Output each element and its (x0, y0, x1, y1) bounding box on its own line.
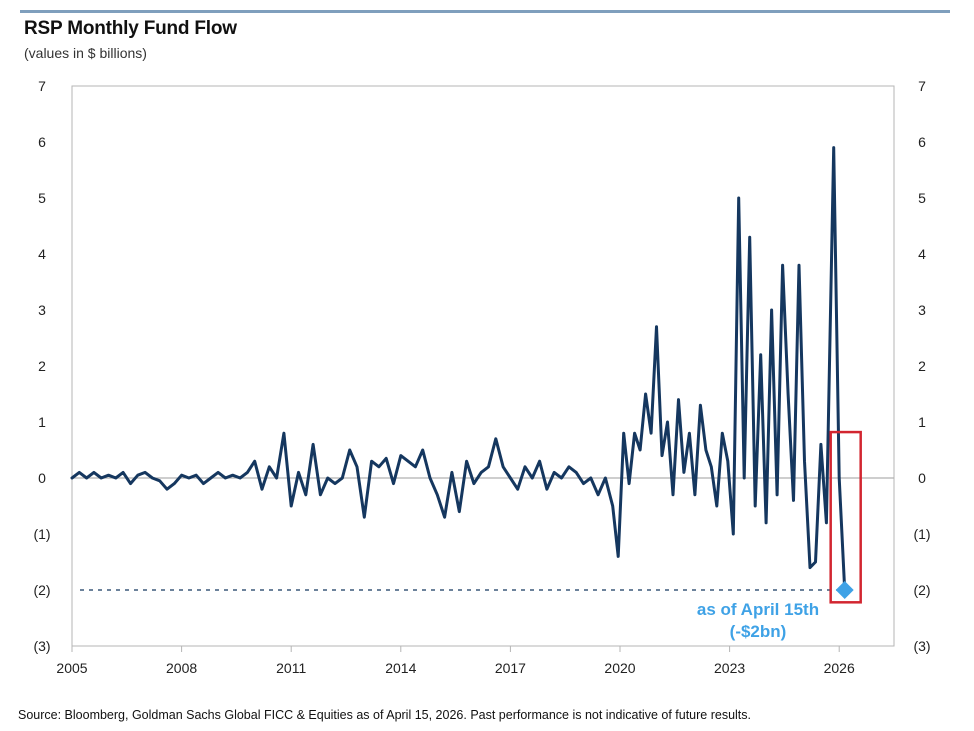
y-tick-label-left: 0 (38, 470, 46, 486)
highlight-group (829, 430, 862, 604)
y-tick-label-left: 4 (38, 246, 46, 262)
y-tick-label-right: 4 (918, 246, 926, 262)
plot-frame (71, 85, 895, 647)
y-tick-label-left: 1 (38, 414, 46, 430)
x-tick-label: 2005 (56, 660, 87, 676)
y-tick-label-right: 7 (918, 78, 926, 94)
plot-border (71, 85, 895, 647)
tick-labels-group: 7 7 6 6 5 5 4 4 3 3 2 2 1 1 0 0 (1) (1) (2) (2) (3) (3) 2005 20… (33, 78, 930, 676)
y-tick-label-left: (2) (33, 582, 50, 598)
x-tick-label: 2008 (166, 660, 197, 676)
y-tick-label-left: 6 (38, 134, 46, 150)
x-tick-label: 2014 (385, 660, 416, 676)
last-point-marker (835, 581, 854, 599)
y-tick-label-right: 3 (918, 302, 926, 318)
x-tick-label: 2020 (604, 660, 635, 676)
y-tick-label-right: 1 (918, 414, 926, 430)
x-tick-label: 2011 (276, 660, 306, 676)
y-tick-label-left: 3 (38, 302, 46, 318)
x-tick-label: 2017 (495, 660, 526, 676)
highlight-box (829, 430, 862, 604)
y-tick-label-right: 6 (918, 134, 926, 150)
annotation-group: as of April 15th (-$2bn) (697, 600, 819, 641)
fund-flow-chart: 7 7 6 6 5 5 4 4 3 3 2 2 1 1 0 0 (1) (1) (2) (2) (3) (3) 2005 20… (33, 78, 930, 676)
x-tick-label: 2026 (824, 660, 855, 676)
y-tick-label-right: (3) (913, 638, 930, 654)
y-tick-label-left: 5 (38, 190, 46, 206)
y-tick-label-right: (2) (913, 582, 930, 598)
y-tick-label-right: (1) (913, 526, 930, 542)
y-tick-label-right: 0 (918, 470, 926, 486)
y-tick-label-right: 2 (918, 358, 926, 374)
series-line-rsp-fund-flow (70, 146, 847, 592)
y-tick-label-left: (1) (33, 526, 50, 542)
top-rule (20, 10, 950, 13)
y-tick-label-left: 7 (38, 78, 46, 94)
y-tick-label-left: 2 (38, 358, 46, 374)
x-tick-label: 2023 (714, 660, 745, 676)
chart-title: RSP Monthly Fund Flow (24, 18, 237, 39)
y-tick-label-right: 5 (918, 190, 926, 206)
y-tick-label-left: (3) (33, 638, 50, 654)
annotation-as-of: as of April 15th (697, 600, 819, 619)
chart-subtitle: (values in $ billions) (24, 45, 147, 61)
annotation-value: (-$2bn) (730, 622, 787, 641)
series-group (70, 146, 847, 592)
source-note: Source: Bloomberg, Goldman Sachs Global … (18, 708, 752, 722)
